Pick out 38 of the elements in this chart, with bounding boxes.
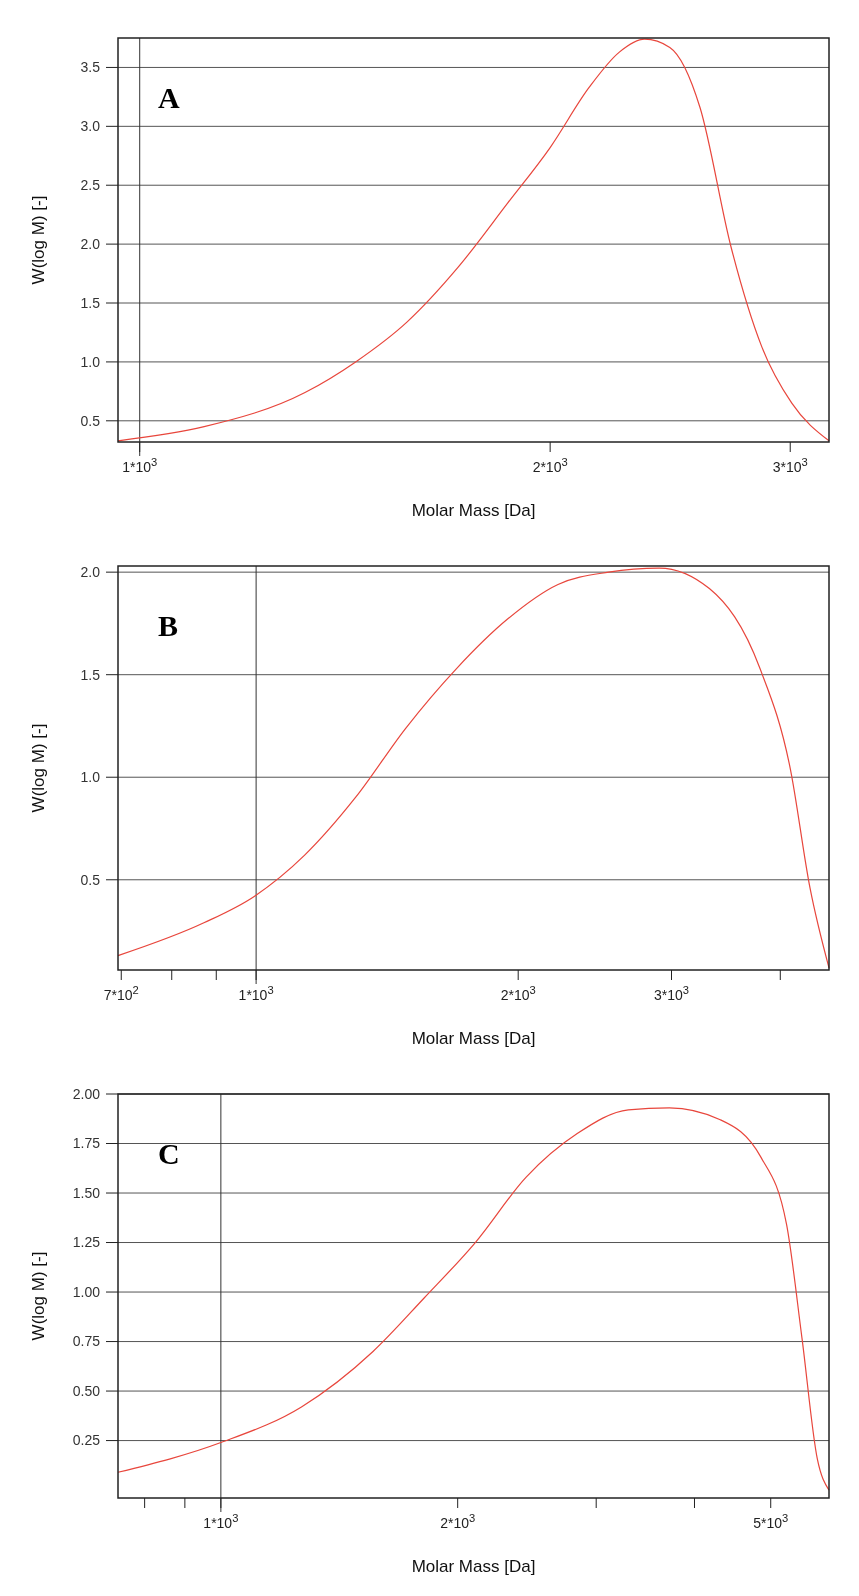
y-tick-label: 2.00 bbox=[72, 1085, 101, 1102]
x-tick-label: 2*10$^{3}$ bbox=[440, 1512, 476, 1531]
y-tick-label: 1.0 bbox=[80, 769, 101, 786]
annotation: C bbox=[158, 1137, 180, 1170]
x-tick-label: 1*10$^{3}$ bbox=[203, 1512, 239, 1531]
y-tick-label: 2.0 bbox=[80, 236, 101, 253]
x-tick-label: 5*10$^{3}$ bbox=[753, 1512, 789, 1531]
y-tick-label: 3.5 bbox=[80, 59, 101, 76]
y-tick-label: 0.50 bbox=[72, 1382, 101, 1399]
y-tick-label: 0.5 bbox=[80, 412, 101, 429]
annotation: A bbox=[158, 81, 180, 114]
x-tick-label: 2*10$^{3}$ bbox=[532, 456, 568, 475]
y-tick-label: 1.00 bbox=[72, 1283, 101, 1300]
y-tick-label: 1.5 bbox=[80, 294, 101, 311]
x-axis-title: Molar Mass [Da] bbox=[411, 1029, 536, 1048]
x-tick-label: 3*10$^{3}$ bbox=[653, 984, 690, 1003]
x-tick-label: 2*10$^{3}$ bbox=[500, 984, 536, 1003]
y-tick-label: 1.5 bbox=[80, 666, 101, 683]
annotation: B bbox=[158, 609, 179, 642]
y-tick-label: 0.5 bbox=[80, 871, 101, 888]
x-tick-label: 1*10$^{3}$ bbox=[122, 456, 158, 475]
y-tick-label: 3.0 bbox=[80, 118, 101, 135]
y-tick-label: 1.75 bbox=[72, 1135, 101, 1152]
y-axis-title: W(log M) [-] bbox=[29, 723, 48, 813]
x-axis-title: Molar Mass [Da] bbox=[411, 501, 536, 520]
y-tick-label: 0.75 bbox=[72, 1333, 101, 1350]
y-tick-label: 1.0 bbox=[80, 353, 101, 370]
y-tick-label: 1.25 bbox=[72, 1234, 101, 1251]
x-axis-title: Molar Mass [Da] bbox=[411, 1557, 536, 1576]
y-axis-title: W(log M) [-] bbox=[29, 1251, 48, 1341]
y-tick-label: 2.5 bbox=[80, 177, 101, 194]
x-tick-label: 1*10$^{3}$ bbox=[238, 984, 274, 1003]
y-axis-title: W(log M) [-] bbox=[29, 195, 48, 285]
y-tick-label: 0.25 bbox=[72, 1432, 101, 1449]
x-tick-label: 3*10$^{3}$ bbox=[772, 456, 808, 475]
x-tick-label: 7*10$^{2}$ bbox=[103, 984, 139, 1003]
y-tick-label: 1.50 bbox=[72, 1184, 101, 1201]
y-tick-label: 2.0 bbox=[80, 564, 101, 581]
